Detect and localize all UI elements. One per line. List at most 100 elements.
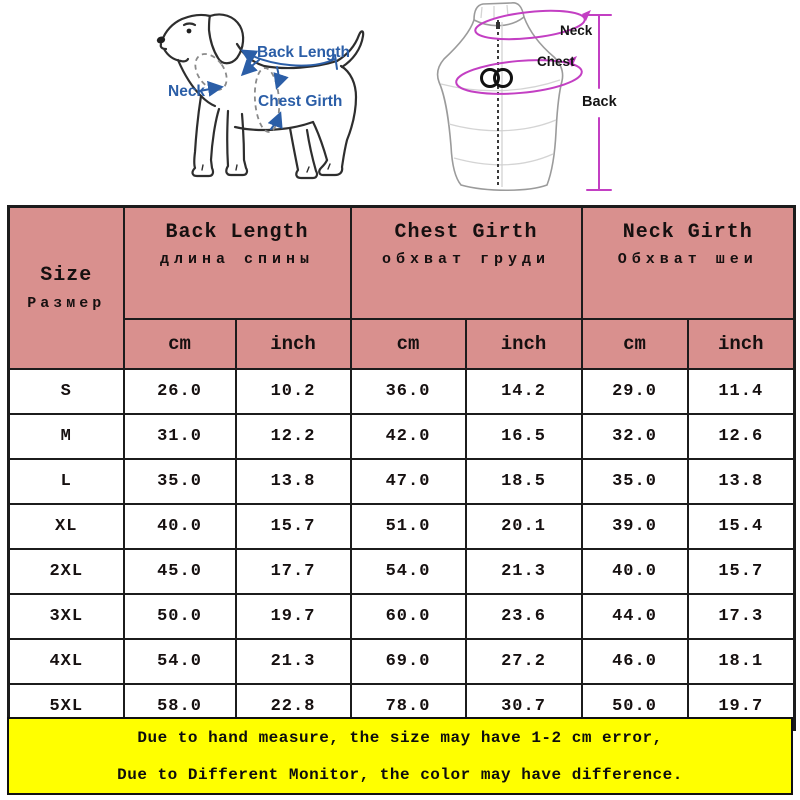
size-label: 4XL xyxy=(7,638,125,685)
unit-cell-cm: cm xyxy=(349,318,467,370)
size-label: XL xyxy=(7,503,125,550)
table-cell: 21.3 xyxy=(234,638,352,685)
back-length-header-ru: длина спины xyxy=(159,251,315,268)
d-ring xyxy=(493,68,513,88)
chest-girth-header-en: Chest Girth xyxy=(394,221,538,244)
size-label: 3XL xyxy=(7,593,125,640)
dog-ear xyxy=(207,13,245,65)
table-cell: 50.0 xyxy=(122,593,237,640)
table-cell: 40.0 xyxy=(580,548,689,595)
zipper-pull xyxy=(496,22,500,29)
table-cell: 14.2 xyxy=(464,368,583,415)
unit-cell-cm: cm xyxy=(580,318,689,370)
table-cell: 42.0 xyxy=(349,413,467,460)
dog-measurement-diagram: Back Length Neck Chest Girth xyxy=(156,13,365,180)
back-length-header-en: Back Length xyxy=(165,221,309,244)
table-cell: 12.2 xyxy=(234,413,352,460)
size-header-en: Size xyxy=(40,264,93,287)
table-cell: 51.0 xyxy=(349,503,467,550)
dog-eye xyxy=(186,28,192,34)
unit-cell-inch: inch xyxy=(464,318,583,370)
back-length-header-cell: Back Length длина спины xyxy=(122,205,352,320)
dog-back-length-label: Back Length xyxy=(257,44,350,61)
table-cell: 20.1 xyxy=(464,503,583,550)
table-row: 3XL 50.0 19.7 60.0 23.6 44.0 17.3 xyxy=(7,593,796,640)
table-cell: 16.5 xyxy=(464,413,583,460)
size-label: 2XL xyxy=(7,548,125,595)
chest-dashed-ellipse xyxy=(253,67,281,133)
size-header-cell: Size Размер xyxy=(7,205,125,370)
vest-chest-label: Chest xyxy=(537,54,575,69)
table-cell: 17.3 xyxy=(686,593,796,640)
table-cell: 12.6 xyxy=(686,413,796,460)
table-cell: 27.2 xyxy=(464,638,583,685)
table-cell: 36.0 xyxy=(349,368,467,415)
table-row: XL 40.0 15.7 51.0 20.1 39.0 15.4 xyxy=(7,503,796,550)
chest-arrowhead xyxy=(567,56,577,67)
table-cell: 35.0 xyxy=(580,458,689,505)
table-row: M 31.0 12.2 42.0 16.5 32.0 12.6 xyxy=(7,413,796,460)
table-cell: 35.0 xyxy=(122,458,237,505)
neck-girth-ellipse xyxy=(474,9,586,41)
table-cell: 45.0 xyxy=(122,548,237,595)
disclaimer-line2: Due to Different Monitor, the color may … xyxy=(117,765,683,784)
disclaimer-line1: Due to hand measure, the size may have 1… xyxy=(137,728,663,747)
table-cell: 31.0 xyxy=(122,413,237,460)
table-cell: 40.0 xyxy=(122,503,237,550)
size-label: M xyxy=(7,413,125,460)
table-cell: 29.0 xyxy=(580,368,689,415)
table-row: S 26.0 10.2 36.0 14.2 29.0 11.4 xyxy=(7,368,796,415)
disclaimer-banner: Due to hand measure, the size may have 1… xyxy=(7,717,793,795)
vest-illustration: Neck Chest Back xyxy=(436,2,618,192)
chest-girth-ellipse xyxy=(455,59,583,95)
size-header-ru: Размер xyxy=(27,295,106,312)
unit-cell-inch: inch xyxy=(686,318,796,370)
table-cell: 18.1 xyxy=(686,638,796,685)
table-cell: 15.7 xyxy=(234,503,352,550)
d-ring xyxy=(480,68,500,88)
dog-chest-girth-label: Chest Girth xyxy=(258,93,342,110)
unit-header-row: cm inch cm inch cm inch xyxy=(9,318,796,370)
table-cell: 69.0 xyxy=(349,638,467,685)
table-cell: 15.4 xyxy=(686,503,796,550)
table-row: L 35.0 13.8 47.0 18.5 35.0 13.8 xyxy=(7,458,796,505)
table-cell: 60.0 xyxy=(349,593,467,640)
unit-cell-cm: cm xyxy=(122,318,237,370)
table-cell: 54.0 xyxy=(122,638,237,685)
table-cell: 23.6 xyxy=(464,593,583,640)
neck-arrow xyxy=(198,80,224,97)
neck-girth-header-ru: Обхват шеи xyxy=(617,251,758,268)
vest-neck-label: Neck xyxy=(560,23,593,38)
table-cell: 32.0 xyxy=(580,413,689,460)
vest-back-label: Back xyxy=(582,94,618,110)
table-cell: 21.3 xyxy=(464,548,583,595)
dog-tail xyxy=(335,30,365,69)
table-header-row: Size Размер Back Length длина спины Ches… xyxy=(7,205,796,370)
table-cell: 46.0 xyxy=(580,638,689,685)
size-table: Size Размер Back Length длина спины Ches… xyxy=(7,205,797,731)
table-cell: 19.7 xyxy=(234,593,352,640)
unit-cell-inch: inch xyxy=(234,318,352,370)
table-row: 4XL 54.0 21.3 69.0 27.2 46.0 18.1 xyxy=(7,638,796,685)
table-cell: 39.0 xyxy=(580,503,689,550)
table-cell: 47.0 xyxy=(349,458,467,505)
dog-neck-label: Neck xyxy=(168,83,205,100)
back-length-measure-line xyxy=(586,14,612,191)
table-cell: 10.2 xyxy=(234,368,352,415)
table-cell: 13.8 xyxy=(234,458,352,505)
table-cell: 11.4 xyxy=(686,368,796,415)
neck-girth-header-en: Neck Girth xyxy=(622,221,753,244)
vest-measurement-diagram: Neck Chest Back xyxy=(436,2,618,192)
vest-body xyxy=(436,2,564,192)
chest-girth-header-ru: обхват груди xyxy=(381,251,551,268)
table-cell: 17.7 xyxy=(234,548,352,595)
dog-illustration: Back Length Neck Chest Girth xyxy=(156,13,365,180)
chest-girth-header-cell: Chest Girth обхват груди xyxy=(349,205,583,320)
table-row: 2XL 45.0 17.7 54.0 21.3 40.0 15.7 xyxy=(7,548,796,595)
table-cell: 13.8 xyxy=(686,458,796,505)
dog-nose xyxy=(156,36,166,44)
table-cell: 44.0 xyxy=(580,593,689,640)
back-length-bracket xyxy=(240,49,336,67)
table-cell: 15.7 xyxy=(686,548,796,595)
